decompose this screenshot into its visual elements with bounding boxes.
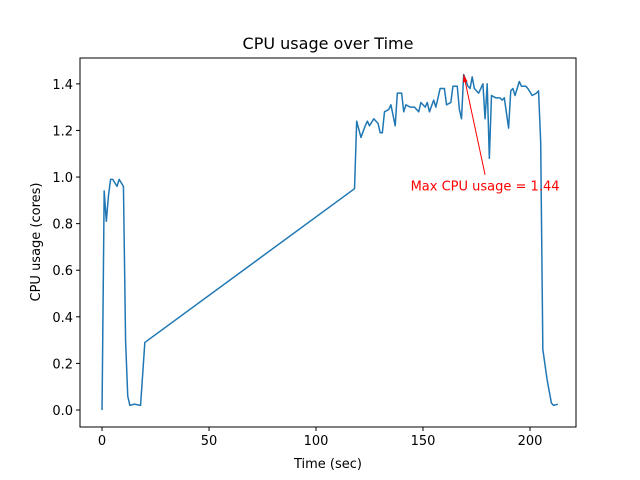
y-tick-label: 0.4 xyxy=(52,311,73,326)
y-tick-label: 0.2 xyxy=(52,357,73,372)
x-tick-label: 0 xyxy=(98,434,106,449)
x-tick-label: 100 xyxy=(304,434,329,449)
line xyxy=(101,73,559,410)
annotation-arrowhead xyxy=(462,74,468,83)
x-tick-label: 50 xyxy=(201,434,218,449)
x-tick-label: 150 xyxy=(411,434,436,449)
x-axis-label: Time (sec) xyxy=(293,457,362,472)
y-tick-label: 1.0 xyxy=(52,171,73,186)
y-tick-label: 1.4 xyxy=(52,78,73,93)
annotation-text: Max CPU usage = 1.44 xyxy=(411,180,560,195)
y-tick-label: 1.2 xyxy=(52,124,73,139)
y-axis-label: CPU usage (cores) xyxy=(29,183,44,302)
x-tick-label: 200 xyxy=(518,434,543,449)
chart-title: CPU usage over Time xyxy=(243,34,414,53)
y-tick-label: 0.6 xyxy=(52,264,73,279)
y-tick-label: 0.0 xyxy=(52,404,73,419)
plot-frame xyxy=(79,57,577,428)
annotation-arrow xyxy=(463,74,486,175)
y-tick-label: 0.8 xyxy=(52,218,73,233)
